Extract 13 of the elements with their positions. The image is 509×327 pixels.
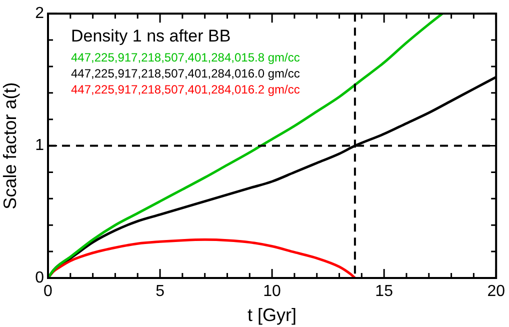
text: 447,225,917,218,507,401,284,016.0 gm/cc bbox=[71, 66, 300, 81]
text: 447,225,917,218,507,401,284,016.2 gm/cc bbox=[71, 82, 300, 97]
x-tick-label: 10 bbox=[263, 283, 282, 300]
x-tick-label: 5 bbox=[156, 283, 165, 300]
y-axis-title: Scale factor a(t) bbox=[0, 82, 20, 210]
x-axis-title: t [Gyr] bbox=[248, 305, 297, 326]
x-tick-label: 15 bbox=[375, 283, 394, 300]
text: 447,225,917,218,507,401,284,015.8 gm/cc bbox=[71, 50, 300, 65]
x-tick-label: 20 bbox=[487, 283, 506, 300]
y-tick-label: 0 bbox=[35, 269, 44, 286]
legend-title: Density 1 ns after BB bbox=[71, 26, 231, 46]
y-tick-label: 2 bbox=[35, 5, 44, 22]
y-tick-label: 1 bbox=[35, 137, 44, 154]
